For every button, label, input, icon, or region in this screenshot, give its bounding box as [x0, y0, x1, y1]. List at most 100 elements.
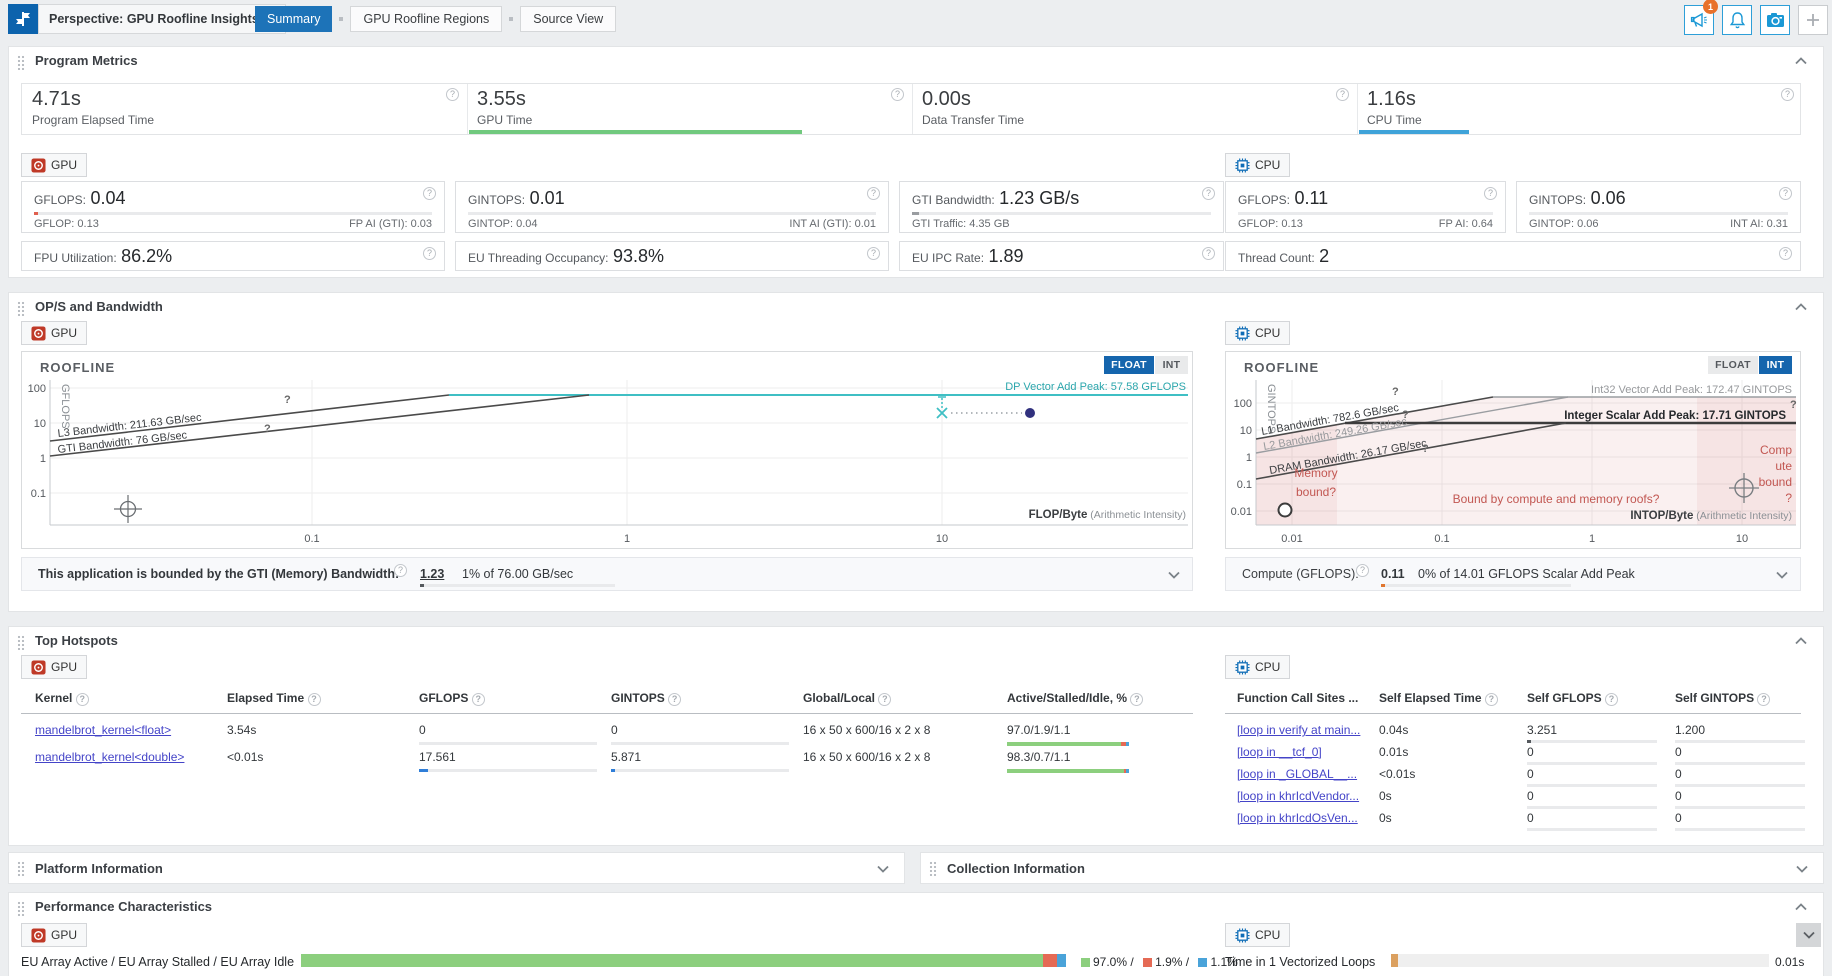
- help-icon[interactable]: ?: [1781, 88, 1794, 101]
- help-question[interactable]: ?: [1422, 443, 1429, 455]
- drag-handle-icon[interactable]: [17, 861, 25, 876]
- help-question[interactable]: ?: [1402, 409, 1409, 421]
- int-toggle[interactable]: INT: [1759, 356, 1792, 374]
- help-icon[interactable]: ?: [471, 693, 485, 706]
- gpu-roofline-plot[interactable]: 100 10 1 0.1 0.1 1 10 GFLOPS L3 Bandwidt…: [22, 352, 1192, 548]
- kernel-x-marker[interactable]: [936, 407, 948, 419]
- float-toggle[interactable]: FLOAT: [1104, 356, 1154, 374]
- cpu-bound-summary[interactable]: Compute (GFLOPS): ? 0.11 0% of 14.01 GFL…: [1225, 557, 1801, 591]
- cell-gintops: 0: [1675, 745, 1682, 759]
- function-link[interactable]: [loop in khrIcdVendor...: [1237, 789, 1360, 803]
- cpu-roofline-plot[interactable]: 100 10 1 0.1 0.01 0.01 0.1 1 10 GINTOPS …: [1226, 352, 1800, 548]
- help-icon[interactable]: ?: [1605, 693, 1619, 706]
- col-header-function-call-sites[interactable]: Function Call Sites ...: [1237, 691, 1358, 705]
- platform-information-section[interactable]: Platform Information: [8, 852, 905, 884]
- col-header-gintops[interactable]: GINTOPS ?: [611, 691, 682, 706]
- collapse-chevron-up-icon[interactable]: [1795, 303, 1807, 311]
- help-icon[interactable]: ?: [891, 88, 904, 101]
- help-icon[interactable]: ?: [446, 88, 459, 101]
- help-icon[interactable]: ?: [423, 247, 436, 260]
- scroll-chevron-button[interactable]: [1796, 923, 1821, 947]
- cell-gintops: 5.871: [611, 750, 642, 764]
- drag-handle-icon[interactable]: [17, 301, 25, 316]
- tab-gpu-roofline-regions[interactable]: GPU Roofline Regions: [350, 6, 503, 32]
- loop-dot-marker[interactable]: [1277, 502, 1293, 518]
- add-panel-button[interactable]: [1798, 5, 1828, 35]
- notifications-button[interactable]: [1722, 5, 1752, 35]
- cpu-roofline-chart[interactable]: ROOFLINE FLOAT INT 100 10 1 0.1 0.01 0.0…: [1225, 351, 1801, 549]
- drag-handle-icon[interactable]: [17, 55, 25, 70]
- announcements-button[interactable]: 1: [1684, 0, 1718, 35]
- drag-handle-icon[interactable]: [17, 635, 25, 650]
- help-icon[interactable]: ?: [1130, 693, 1144, 706]
- kernel-dot-marker[interactable]: [1025, 408, 1035, 418]
- expand-chevron-down-icon[interactable]: [1168, 571, 1180, 579]
- help-icon[interactable]: ?: [1484, 187, 1497, 200]
- help-icon[interactable]: ?: [1202, 187, 1215, 200]
- help-icon[interactable]: ?: [668, 693, 682, 706]
- help-icon[interactable]: ?: [1484, 693, 1498, 706]
- col-header-global-local[interactable]: Global/Local ?: [803, 691, 892, 706]
- help-icon[interactable]: ?: [1757, 693, 1771, 706]
- card-foot-left: GTI Traffic: 4.35 GB: [912, 218, 1010, 230]
- collapse-chevron-up-icon[interactable]: [1795, 637, 1807, 645]
- tab-source-view[interactable]: Source View: [520, 6, 617, 32]
- col-header-self-gintops[interactable]: Self GINTOPS ?: [1675, 691, 1771, 706]
- cell-track: [611, 769, 789, 772]
- help-icon[interactable]: ?: [75, 693, 89, 706]
- expand-chevron-down-icon[interactable]: [1796, 865, 1808, 873]
- col-header-gflops[interactable]: GFLOPS ?: [419, 691, 485, 706]
- help-icon[interactable]: ?: [867, 187, 880, 200]
- function-link[interactable]: [loop in _GLOBAL__...: [1237, 767, 1358, 781]
- kernel-link[interactable]: mandelbrot_kernel<float>: [35, 723, 172, 737]
- gpu-tab[interactable]: GPU: [21, 321, 88, 345]
- cell-elapsed: 0.04s: [1379, 723, 1409, 737]
- perspective-selector[interactable]: Perspective: GPU Roofline Insights: [8, 4, 286, 34]
- help-icon[interactable]: ?: [394, 564, 407, 577]
- help-question[interactable]: ?: [284, 394, 291, 406]
- gpu-bound-summary[interactable]: This application is bounded by the GTI (…: [21, 557, 1193, 591]
- col-header-self-elapsed-time[interactable]: Self Elapsed Time ?: [1379, 691, 1498, 706]
- expand-chevron-down-icon[interactable]: [877, 865, 889, 873]
- help-question[interactable]: ?: [1790, 399, 1797, 411]
- gpu-tab[interactable]: GPU: [21, 655, 88, 679]
- cpu-tab[interactable]: CPU: [1225, 321, 1291, 345]
- collapse-chevron-up-icon[interactable]: [1795, 57, 1807, 65]
- cpu-tab[interactable]: CPU: [1225, 923, 1291, 947]
- function-link[interactable]: [loop in verify at main...: [1237, 723, 1361, 737]
- cell-elapsed: 3.54s: [227, 723, 257, 737]
- help-icon[interactable]: ?: [1356, 564, 1369, 577]
- tab-summary[interactable]: Summary: [255, 6, 333, 32]
- collapse-chevron-up-icon[interactable]: [1795, 903, 1807, 911]
- gpu-tab[interactable]: GPU: [21, 923, 88, 947]
- snapshot-button[interactable]: [1760, 5, 1790, 35]
- drag-handle-icon[interactable]: [17, 901, 25, 916]
- help-icon[interactable]: ?: [878, 693, 892, 706]
- col-header-kernel[interactable]: Kernel ?: [35, 691, 89, 706]
- help-icon[interactable]: ?: [1779, 247, 1792, 260]
- col-header-elapsed-time[interactable]: Elapsed Time ?: [227, 691, 321, 706]
- col-header-self-gflops[interactable]: Self GFLOPS ?: [1527, 691, 1619, 706]
- float-toggle[interactable]: FLOAT: [1708, 356, 1758, 374]
- help-icon[interactable]: ?: [1779, 187, 1792, 200]
- help-icon[interactable]: ?: [1336, 88, 1349, 101]
- help-icon[interactable]: ?: [1202, 247, 1215, 260]
- help-icon[interactable]: ?: [867, 247, 880, 260]
- cpu-tab[interactable]: CPU: [1225, 153, 1291, 177]
- help-question[interactable]: ?: [1392, 386, 1399, 398]
- kernel-link[interactable]: mandelbrot_kernel<double>: [35, 750, 185, 764]
- cpu-tab[interactable]: CPU: [1225, 655, 1291, 679]
- gpu-tab[interactable]: GPU: [21, 153, 88, 177]
- int-toggle[interactable]: INT: [1155, 356, 1188, 374]
- help-icon[interactable]: ?: [423, 187, 436, 200]
- collection-information-section[interactable]: Collection Information: [920, 852, 1824, 884]
- gpu-roofline-chart[interactable]: ROOFLINE FLOAT INT 100 10 1 0.1 0.1 1 10…: [21, 351, 1193, 549]
- function-link[interactable]: [loop in khrIcdOsVen...: [1237, 811, 1358, 825]
- help-icon[interactable]: ?: [307, 693, 321, 706]
- y-tick: 100: [1234, 398, 1252, 410]
- expand-chevron-down-icon[interactable]: [1776, 571, 1788, 579]
- col-header-active-stalled-idle[interactable]: Active/Stalled/Idle, % ?: [1007, 691, 1144, 706]
- drag-handle-icon[interactable]: [929, 861, 937, 876]
- help-question[interactable]: ?: [264, 423, 271, 435]
- function-link[interactable]: [loop in __tcf_0]: [1237, 745, 1322, 759]
